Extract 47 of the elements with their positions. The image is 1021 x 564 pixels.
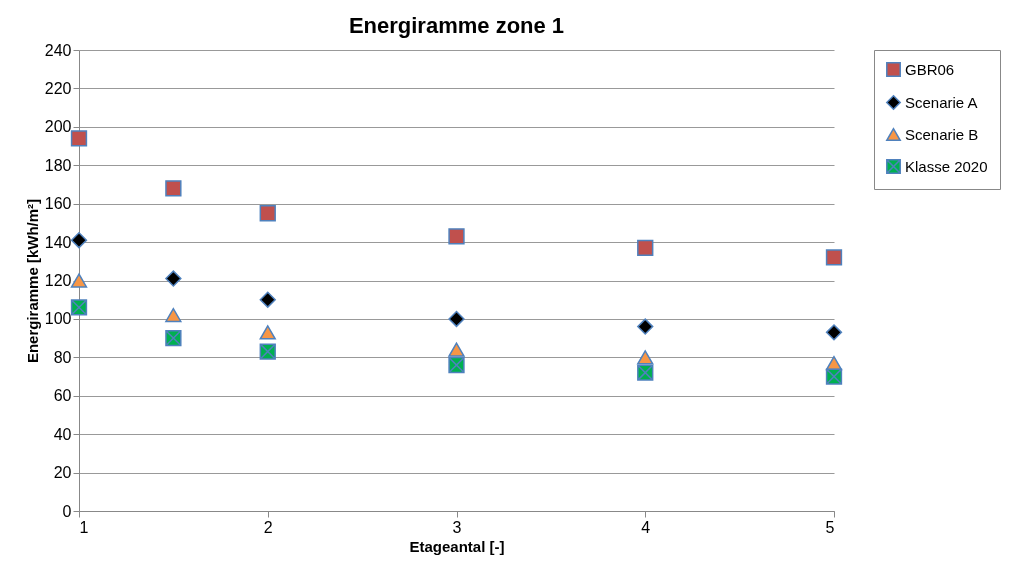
y-axis-title: Energiramme [kWh/m²]: [23, 198, 41, 364]
point: [165, 180, 182, 197]
point: [70, 299, 88, 316]
y-tick-label: 180: [44, 156, 72, 174]
legend-label: Scenarie B: [905, 125, 979, 143]
x-tick-label: 3: [452, 518, 462, 536]
x-tick-label: 2: [263, 518, 273, 536]
y-tick-label: 140: [44, 233, 72, 251]
chart-title: Energiramme zone 1: [348, 13, 565, 38]
point: [637, 239, 654, 257]
point: [448, 342, 465, 357]
point: [259, 291, 276, 308]
legend-label: GBR06: [905, 60, 955, 78]
y-tick-label: 100: [44, 310, 72, 328]
point: [165, 270, 182, 287]
x-tick-label: 1: [79, 518, 89, 536]
y-tick-label: 240: [44, 41, 72, 59]
y-tick-label: 220: [44, 79, 72, 97]
point: [165, 329, 182, 347]
point: [259, 343, 276, 360]
y-tick-label: 160: [44, 195, 72, 213]
point: [70, 130, 88, 147]
x-tick-label: 5: [825, 518, 835, 536]
point: [259, 205, 276, 222]
legend-label: Scenarie A: [905, 93, 978, 111]
y-tick-label: 40: [53, 425, 72, 443]
x-axis-title: Etageantal [-]: [409, 537, 505, 555]
y-tick-label: 20: [53, 464, 72, 482]
y-tick-label: 200: [44, 118, 72, 136]
point: [448, 228, 465, 245]
point: [70, 232, 88, 249]
point: [448, 310, 465, 328]
y-tick-label: 0: [62, 502, 72, 520]
point: [165, 307, 182, 323]
legend-label: Klasse 2020: [905, 157, 988, 175]
y-tick-label: 60: [53, 387, 72, 405]
point: [637, 318, 654, 335]
point: [825, 368, 843, 385]
point: [70, 273, 88, 288]
point: [637, 350, 654, 365]
x-tick-label: 4: [641, 518, 651, 536]
point: [825, 324, 843, 341]
point: [825, 249, 843, 266]
y-tick-label: 120: [44, 272, 72, 289]
point: [259, 325, 276, 340]
point: [448, 356, 465, 374]
y-tick-label: 80: [53, 348, 72, 366]
